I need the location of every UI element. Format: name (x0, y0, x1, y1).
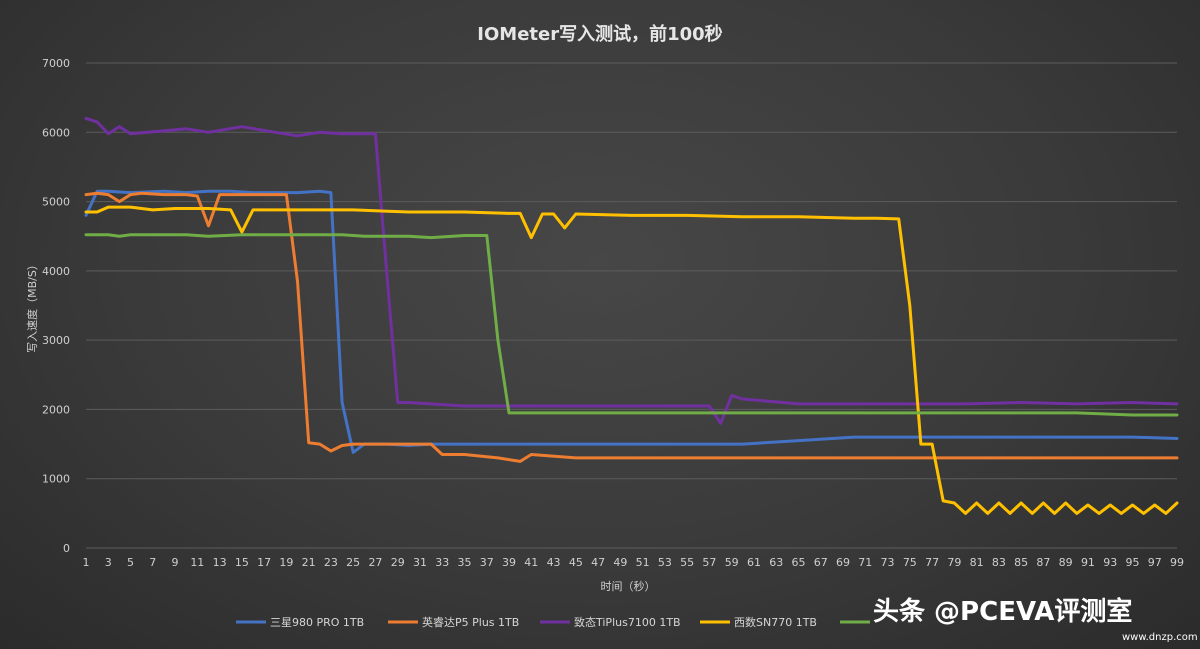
x-tick-label: 15 (235, 556, 249, 569)
y-tick-label: 4000 (42, 265, 70, 278)
legend-label-3: 致态TiPlus7100 1TB (574, 615, 681, 629)
x-tick-label: 25 (346, 556, 360, 569)
x-tick-label: 85 (1014, 556, 1028, 569)
x-tick-label: 9 (172, 556, 179, 569)
chart-title: IOMeter写入测试，前100秒 (477, 23, 722, 45)
x-tick-label: 61 (747, 556, 761, 569)
x-tick-label: 19 (279, 556, 293, 569)
x-tick-label: 39 (502, 556, 516, 569)
watermark-text: 头条 @PCEVA评测室 (873, 596, 1132, 627)
x-tick-label: 27 (368, 556, 382, 569)
legend: 三星980 PRO 1TB 英睿达P5 Plus 1TB 致态TiPlus7100 … (236, 615, 870, 629)
series-line-5 (84, 233, 1179, 417)
x-tick-label: 47 (591, 556, 605, 569)
x-tick-label: 49 (613, 556, 627, 569)
x-tick-label: 33 (435, 556, 449, 569)
x-tick-label: 3 (105, 556, 112, 569)
x-tick-label: 65 (791, 556, 805, 569)
x-tick-label: 55 (680, 556, 694, 569)
y-axis-label: 写入速度（MB/S） (25, 259, 39, 353)
y-tick-label: 5000 (42, 196, 70, 209)
x-tick-label: 91 (1081, 556, 1095, 569)
legend-label-4: 西数SN770 1TB (734, 616, 817, 629)
x-axis-ticks: 1 3 5 7 9 11 13 15 17 19 21 23 25 27 29 31 33 35 37 39 41 43 4… (83, 556, 1185, 569)
x-tick-label: 69 (836, 556, 850, 569)
series-line-2 (84, 191, 1179, 463)
y-tick-label: 0 (63, 542, 70, 555)
x-tick-label: 81 (970, 556, 984, 569)
x-tick-label: 79 (947, 556, 961, 569)
x-tick-label: 51 (636, 556, 650, 569)
watermark-site: www.dnzp.com (1122, 632, 1198, 643)
y-tick-label: 1000 (42, 473, 70, 486)
x-tick-label: 23 (324, 556, 338, 569)
y-tick-label: 6000 (42, 126, 70, 139)
x-tick-label: 99 (1170, 556, 1184, 569)
x-tick-label: 89 (1059, 556, 1073, 569)
x-tick-label: 45 (569, 556, 583, 569)
x-axis-label: 时间（秒） (601, 579, 656, 593)
x-tick-label: 83 (992, 556, 1006, 569)
x-tick-label: 41 (524, 556, 538, 569)
legend-label-2: 英睿达P5 Plus 1TB (422, 615, 519, 629)
x-tick-label: 11 (190, 556, 204, 569)
x-tick-label: 43 (547, 556, 561, 569)
x-tick-label: 63 (769, 556, 783, 569)
x-tick-label: 17 (257, 556, 271, 569)
series-lines (84, 116, 1179, 515)
x-tick-label: 37 (480, 556, 494, 569)
y-tick-label: 7000 (42, 57, 70, 70)
x-tick-label: 21 (302, 556, 316, 569)
x-tick-label: 67 (814, 556, 828, 569)
x-tick-label: 29 (391, 556, 405, 569)
x-tick-label: 57 (702, 556, 716, 569)
x-tick-label: 7 (149, 556, 156, 569)
x-tick-label: 73 (881, 556, 895, 569)
x-tick-label: 5 (127, 556, 134, 569)
gridlines (86, 62, 1177, 549)
x-tick-label: 77 (925, 556, 939, 569)
x-tick-label: 75 (903, 556, 917, 569)
y-tick-label: 3000 (42, 334, 70, 347)
series-line-4 (84, 205, 1179, 515)
x-tick-label: 87 (1036, 556, 1050, 569)
x-tick-label: 59 (725, 556, 739, 569)
x-tick-label: 31 (413, 556, 427, 569)
x-tick-label: 35 (458, 556, 472, 569)
x-tick-label: 13 (213, 556, 227, 569)
y-axis-ticks: 0 1000 2000 3000 4000 5000 6000 7000 (42, 57, 70, 555)
x-tick-label: 1 (83, 556, 90, 569)
x-tick-label: 97 (1148, 556, 1162, 569)
x-tick-label: 93 (1103, 556, 1117, 569)
x-tick-label: 53 (658, 556, 672, 569)
y-tick-label: 2000 (42, 403, 70, 416)
x-tick-label: 95 (1125, 556, 1139, 569)
series-line-3 (84, 116, 1179, 425)
legend-label-1: 三星980 PRO 1TB (270, 616, 364, 629)
x-tick-label: 71 (858, 556, 872, 569)
